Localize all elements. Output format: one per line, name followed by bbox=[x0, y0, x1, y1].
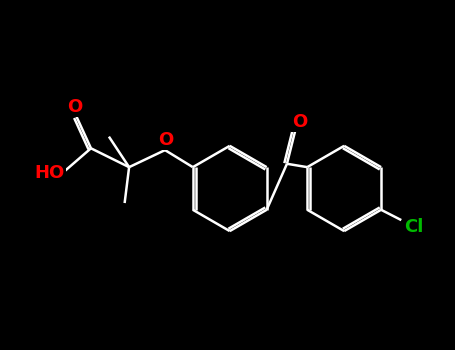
Text: O: O bbox=[158, 131, 173, 149]
Text: O: O bbox=[292, 113, 307, 131]
Text: O: O bbox=[67, 98, 82, 116]
Text: Cl: Cl bbox=[404, 218, 424, 236]
Text: HO: HO bbox=[35, 163, 65, 182]
